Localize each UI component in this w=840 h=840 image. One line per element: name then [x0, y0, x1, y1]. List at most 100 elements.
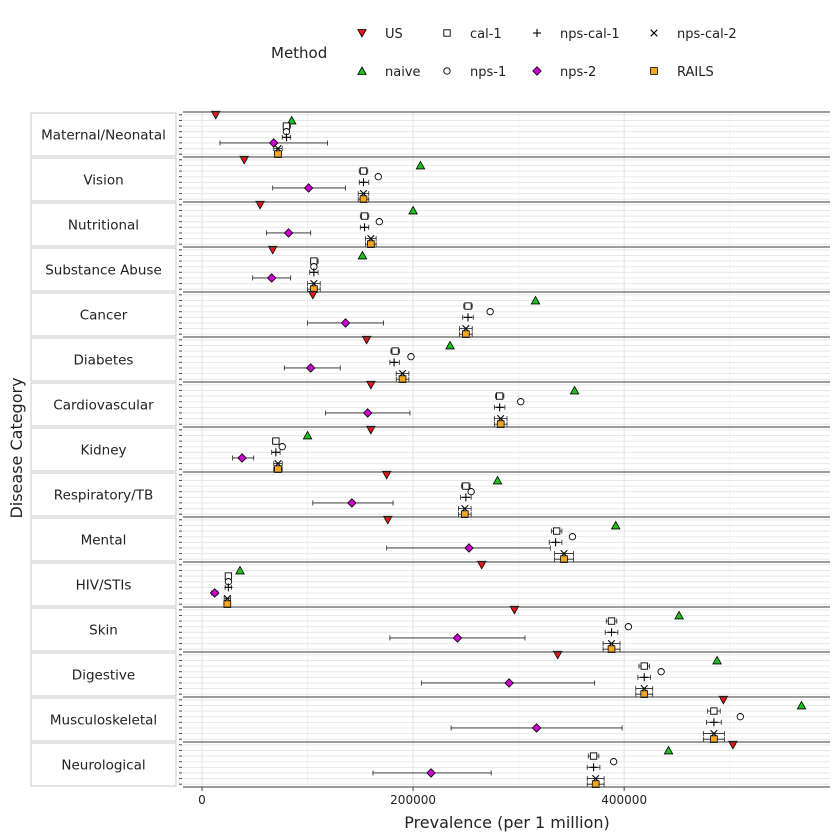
- point-rails-mental: [560, 555, 568, 563]
- category-marks-digestive: [421, 650, 722, 698]
- facet-strip-maternal-neonatal: Maternal/Neonatal: [30, 112, 177, 157]
- facet-strip-digestive: Digestive: [30, 652, 177, 697]
- point-nps-cal-1-cardiovascular: [495, 403, 504, 412]
- point-nps-cal-1-vision: [359, 178, 368, 187]
- point-nps-1-cardiovascular: [517, 398, 525, 406]
- point-nps-2-skin: [452, 633, 463, 643]
- point-nps-cal-1-substance-abuse: [309, 268, 318, 277]
- facet-strip-diabetes: Diabetes: [30, 337, 177, 382]
- point-us-substance-abuse: [267, 245, 278, 255]
- y-axis-label: Disease Category: [7, 377, 26, 518]
- facet-strip-skin: Skin: [30, 607, 177, 652]
- point-us-diabetes: [361, 335, 372, 345]
- point-naive-neurological: [663, 745, 674, 755]
- category-marks-maternal-neonatal: [210, 110, 328, 158]
- legend-key-rails: [650, 67, 658, 75]
- legend-item-cal-1: cal-1: [443, 27, 502, 42]
- point-us-skin: [509, 605, 520, 615]
- category-marks-vision: [239, 155, 426, 203]
- point-nps-1-cancer: [486, 308, 494, 316]
- legend-item-naive: naive: [357, 65, 421, 80]
- facet-panel-substance-abuse: [179, 249, 830, 290]
- facet-panel-hiv-stis: [179, 564, 830, 605]
- point-nps-2-cardiovascular: [362, 408, 373, 418]
- point-us-maternal-neonatal: [210, 110, 221, 120]
- category-marks-musculoskeletal: [450, 695, 807, 743]
- point-cal-1-cardiovascular: [495, 392, 504, 400]
- x-tick-label: 400000: [601, 793, 647, 807]
- point-nps-2-musculoskeletal: [531, 723, 542, 733]
- point-cal-1-nutritional: [360, 212, 369, 220]
- legend-key-naive: [357, 66, 367, 75]
- point-nps-2-vision: [303, 183, 314, 193]
- facet-strip-neurological: Neurological: [30, 742, 177, 787]
- facet-panel-cancer: [179, 294, 830, 335]
- point-naive-hiv-stis: [235, 565, 245, 575]
- category-marks-kidney: [232, 425, 376, 473]
- point-rails-vision: [359, 195, 368, 203]
- plot-background: [183, 112, 830, 787]
- point-us-cardiovascular: [365, 380, 376, 390]
- point-rails-musculoskeletal: [710, 735, 718, 743]
- facet-panel-neurological: [179, 744, 830, 785]
- legend-key-nps-cal-1: [533, 29, 541, 37]
- facet-strip-hiv-stis: HIV/STIs: [30, 562, 177, 607]
- strip-box: [30, 652, 177, 697]
- point-nps-2-kidney: [237, 453, 247, 463]
- point-nps-1-nutritional: [375, 218, 383, 226]
- facet-strip-substance-abuse: Substance Abuse: [30, 247, 177, 292]
- facet-strip-mental: Mental: [30, 517, 177, 562]
- point-nps-2-hiv-stis: [209, 588, 220, 598]
- category-marks-hiv-stis: [209, 560, 487, 608]
- point-nps-1-musculoskeletal: [736, 713, 744, 721]
- legend-label-nps-cal-2: nps-cal-2: [677, 27, 737, 42]
- strip-box: [30, 697, 177, 742]
- strip-label-vision: Vision: [83, 173, 123, 189]
- category-marks-cardiovascular: [325, 380, 580, 428]
- point-nps-cal-1-cancer: [463, 313, 472, 322]
- point-us-neurological: [728, 740, 738, 750]
- strip-box: [30, 562, 177, 607]
- point-naive-maternal-neonatal: [286, 115, 297, 125]
- legend-item-rails: RAILS: [650, 65, 714, 80]
- point-us-mental: [382, 515, 393, 525]
- strip-label-nutritional: Nutritional: [68, 218, 139, 234]
- x-axis-label: Prevalence (per 1 million): [404, 813, 610, 832]
- strip-box: [30, 337, 177, 382]
- category-marks-substance-abuse: [252, 245, 368, 293]
- facet-strip-cardiovascular: Cardiovascular: [30, 382, 177, 427]
- legend-label-naive: naive: [385, 65, 421, 80]
- strip-label-digestive: Digestive: [72, 668, 135, 684]
- strip-label-cancer: Cancer: [80, 308, 128, 324]
- category-marks-respiratory-tb: [312, 470, 503, 518]
- point-rails-respiratory-tb: [461, 510, 469, 518]
- point-nps-cal-1-diabetes: [390, 358, 399, 367]
- strip-box: [30, 202, 177, 247]
- strip-label-cardiovascular: Cardiovascular: [53, 398, 154, 414]
- point-nps-2-neurological: [426, 768, 436, 778]
- strip-label-kidney: Kidney: [80, 443, 126, 459]
- point-naive-musculoskeletal: [796, 700, 807, 710]
- strip-box: [30, 472, 177, 517]
- point-nps-1-kidney: [278, 443, 286, 451]
- point-cal-1-neurological: [589, 752, 598, 760]
- point-naive-digestive: [712, 655, 722, 665]
- point-cal-1-cancer: [464, 302, 472, 310]
- point-us-vision: [239, 155, 250, 165]
- point-nps-1-skin: [624, 623, 633, 631]
- category-marks-diabetes: [283, 335, 455, 383]
- legend-key-us: [357, 29, 367, 38]
- point-rails-diabetes: [398, 375, 407, 383]
- legend-item-nps-cal-2: nps-cal-2: [650, 27, 737, 42]
- point-nps-1-vision: [374, 173, 382, 181]
- legend-label-cal-1: cal-1: [470, 27, 502, 42]
- facet-separators: [183, 111, 830, 788]
- point-nps-2-digestive: [504, 678, 514, 688]
- point-cal-1-musculoskeletal: [710, 707, 718, 715]
- point-us-kidney: [365, 425, 376, 435]
- legend-item-us: US: [357, 27, 403, 42]
- point-nps-1-respiratory-tb: [467, 488, 475, 496]
- point-cal-1-digestive: [640, 662, 648, 670]
- category-marks-mental: [382, 515, 621, 563]
- category-marks-nutritional: [255, 200, 418, 248]
